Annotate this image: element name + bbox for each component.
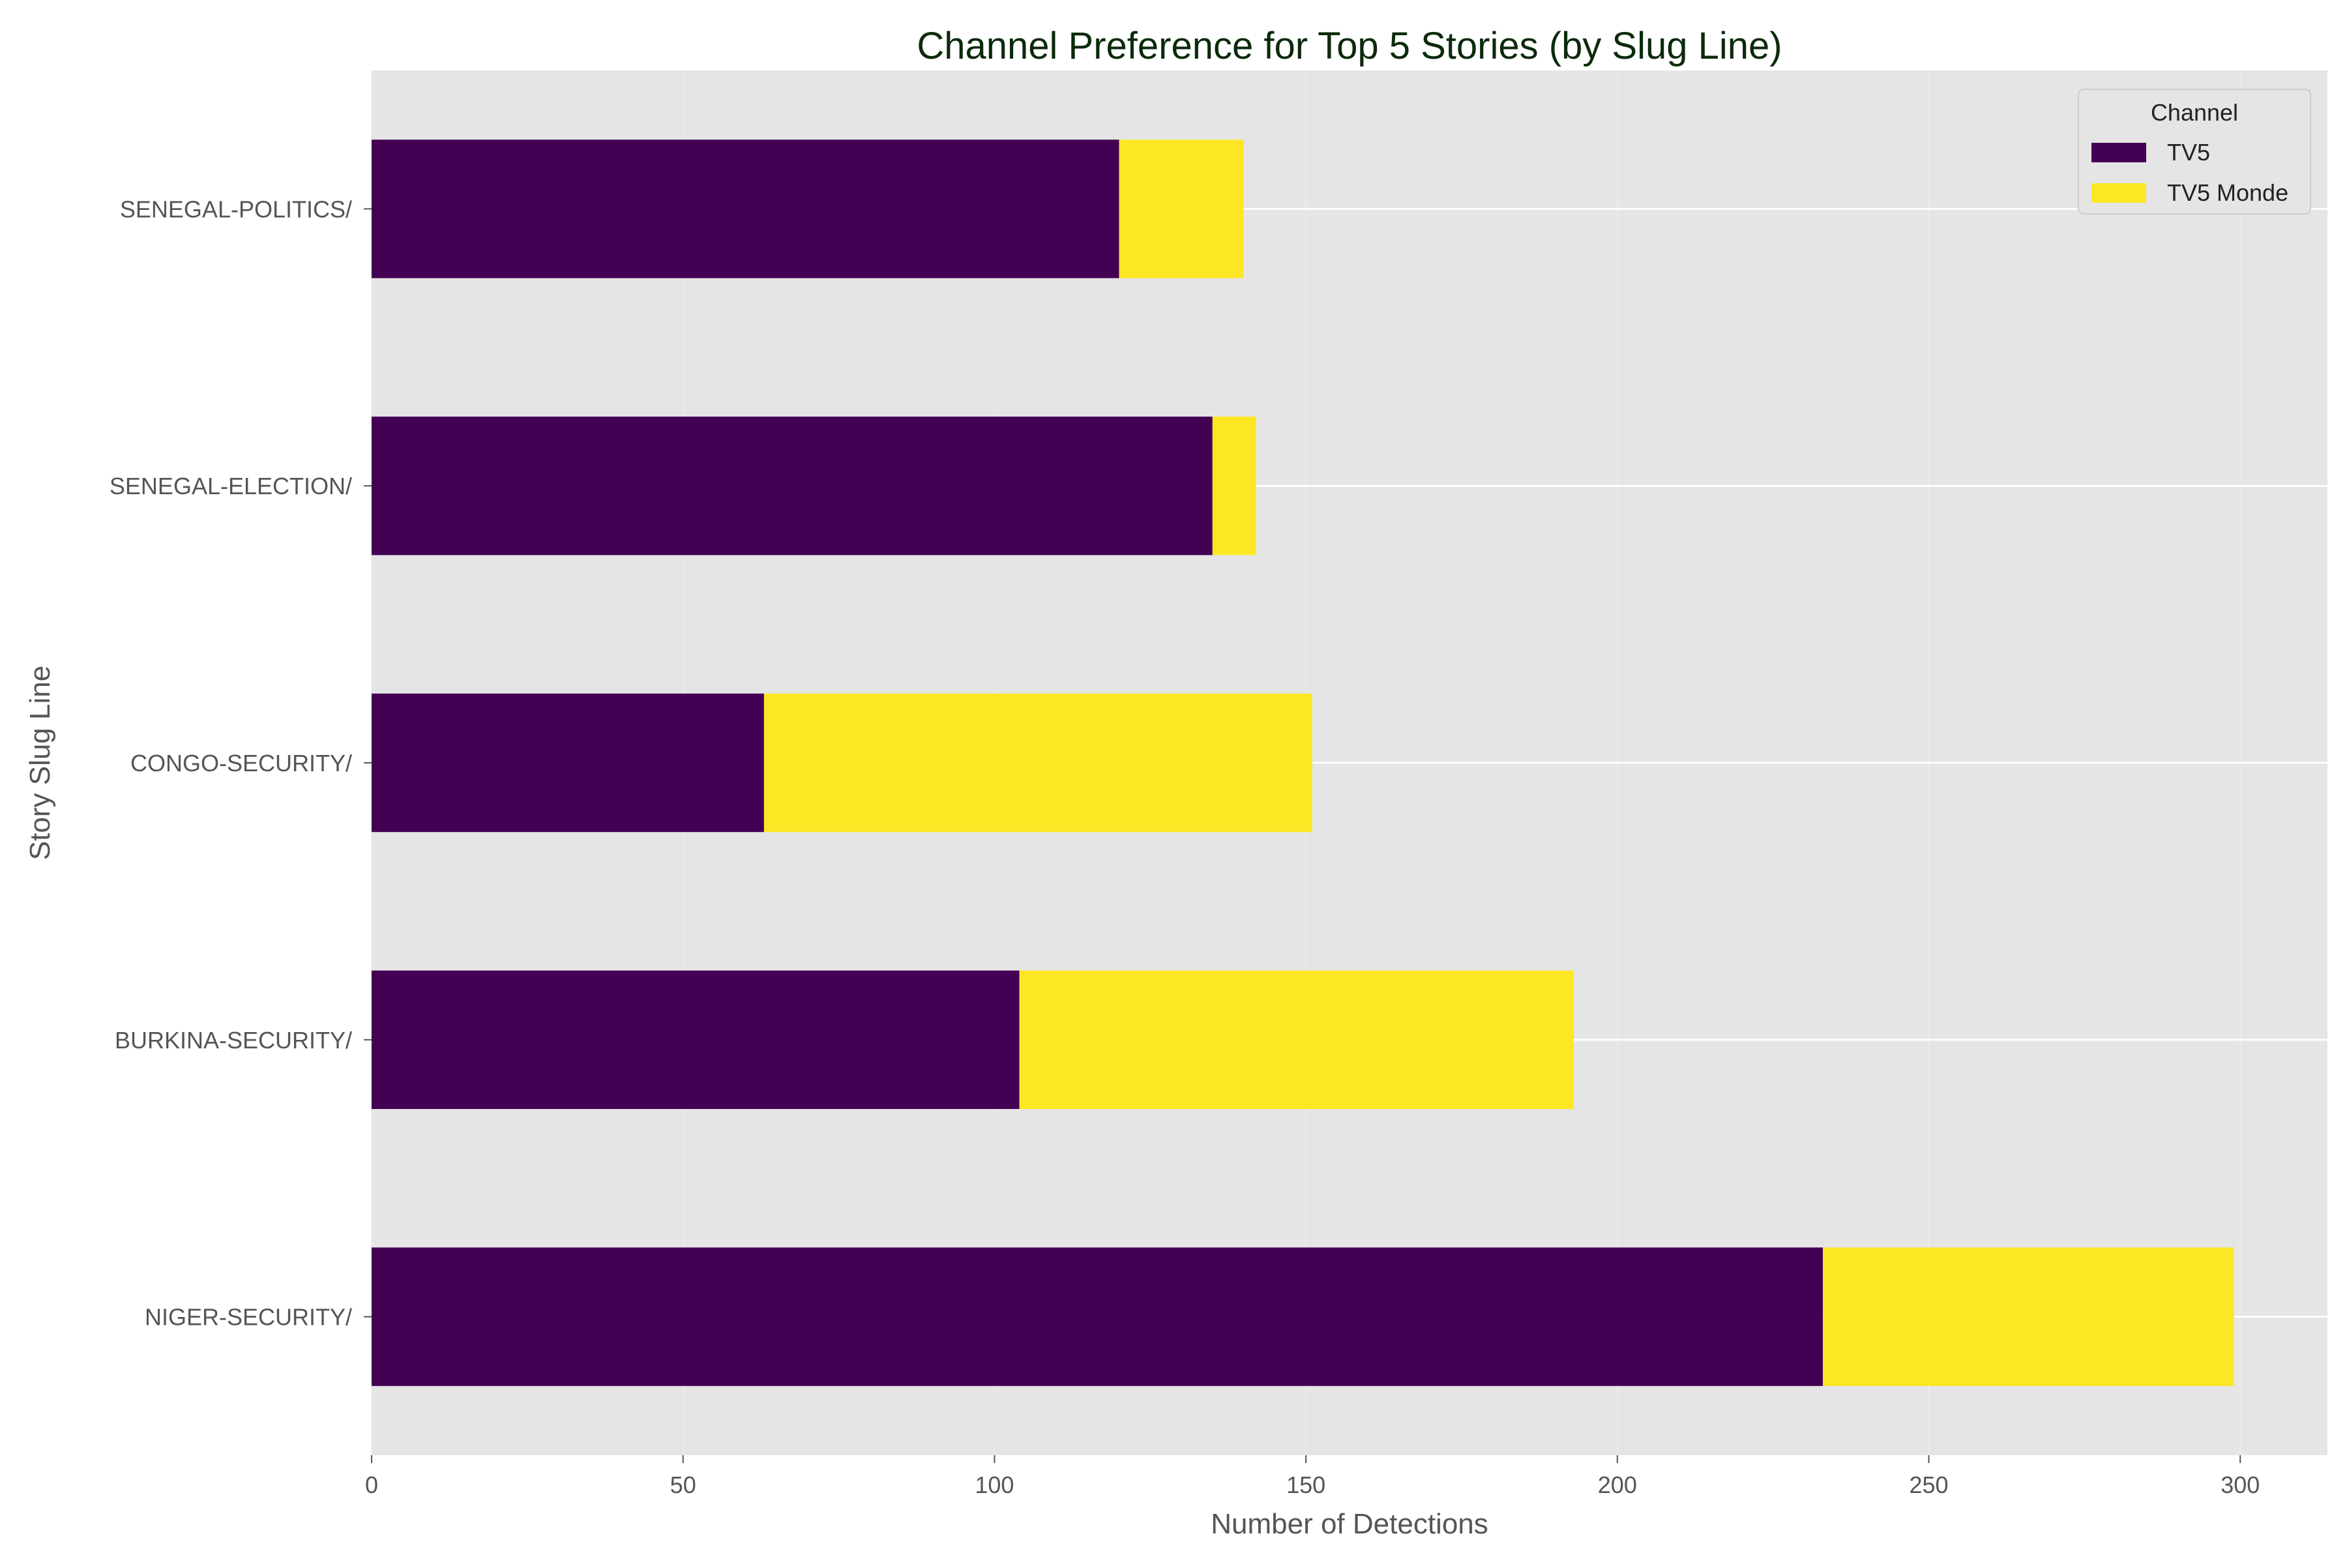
bar-tv5-monde — [1823, 1247, 2234, 1386]
legend: Channel TV5 TV5 Monde — [2078, 89, 2311, 214]
y-tick-label: NIGER-SECURITY/ — [145, 1304, 352, 1331]
bar-tv5 — [372, 417, 1213, 555]
legend-swatch — [2091, 143, 2146, 162]
bar-tv5-monde — [1119, 140, 1244, 278]
x-tick-label: 150 — [1286, 1472, 1325, 1498]
x-tick-label: 50 — [670, 1472, 696, 1498]
legend-label: TV5 — [2167, 139, 2210, 166]
legend-title: Channel — [2151, 99, 2238, 126]
legend-items: TV5 TV5 Monde — [2091, 139, 2288, 206]
y-axis-label: Story Slug Line — [24, 666, 56, 860]
bars — [372, 140, 2234, 1386]
bar-tv5 — [372, 1247, 1823, 1386]
legend-box — [2078, 89, 2311, 214]
bar-tv5 — [372, 970, 1020, 1109]
x-axis-label: Number of Detections — [1211, 1508, 1488, 1540]
chart-title: Channel Preference for Top 5 Stories (by… — [917, 25, 1782, 67]
x-tick-label: 300 — [2221, 1472, 2260, 1498]
legend-swatch — [2091, 183, 2146, 203]
bar-tv5-monde — [1212, 417, 1256, 555]
y-tick-label: BURKINA-SECURITY/ — [115, 1027, 352, 1054]
bar-tv5-monde — [1019, 970, 1574, 1109]
y-tick-label: SENEGAL-POLITICS/ — [120, 196, 352, 222]
y-tick-label: CONGO-SECURITY/ — [130, 750, 352, 777]
bar-tv5-monde — [763, 693, 1312, 833]
x-tick-label: 200 — [1598, 1472, 1637, 1498]
y-tick-label: SENEGAL-ELECTION/ — [110, 473, 352, 499]
bar-tv5 — [372, 693, 764, 833]
x-tick-label: 0 — [365, 1472, 378, 1498]
bar-tv5 — [372, 140, 1119, 278]
axes: 0 50 100 150 200 250 300 NIGER-SECURITY/BURKINA… — [110, 196, 2260, 1498]
x-tick-label: 250 — [1909, 1472, 1948, 1498]
legend-label: TV5 Monde — [2167, 179, 2288, 206]
x-tick-label: 100 — [975, 1472, 1014, 1498]
